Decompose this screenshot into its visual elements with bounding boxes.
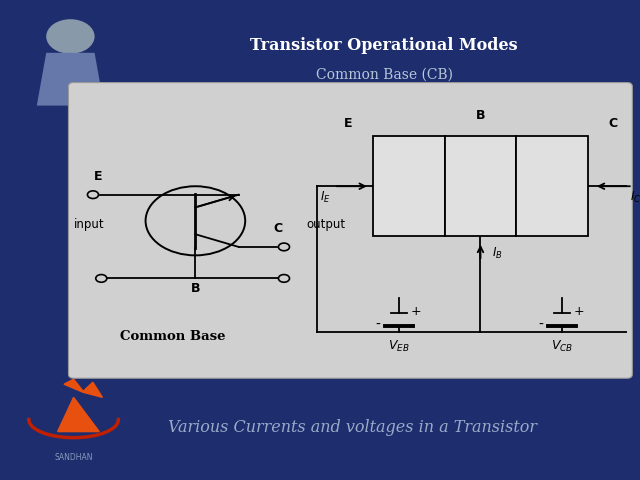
FancyBboxPatch shape: [68, 83, 632, 378]
Text: Transistor Operational Modes: Transistor Operational Modes: [250, 37, 518, 54]
Text: C: C: [274, 222, 283, 235]
Text: B: B: [476, 109, 485, 122]
Text: C: C: [609, 117, 618, 130]
Text: n: n: [548, 179, 557, 194]
Text: B: B: [191, 282, 200, 295]
Text: input: input: [74, 218, 104, 231]
Text: $I_C$: $I_C$: [630, 190, 640, 205]
Text: n: n: [404, 179, 413, 194]
Text: $I_E$: $I_E$: [320, 190, 331, 205]
Bar: [445, 136, 516, 236]
Polygon shape: [58, 397, 99, 432]
Text: -: -: [376, 318, 380, 332]
Text: p: p: [476, 179, 485, 194]
Polygon shape: [64, 379, 102, 397]
Text: $V_{CB}$: $V_{CB}$: [551, 339, 573, 354]
Text: E: E: [94, 170, 103, 183]
Text: output: output: [306, 218, 345, 231]
Text: -: -: [539, 318, 543, 332]
Text: Various Currents and voltages in a Transistor: Various Currents and voltages in a Trans…: [168, 419, 536, 436]
Text: E: E: [344, 117, 352, 130]
Bar: [516, 136, 588, 236]
Text: Common Base (CB): Common Base (CB): [316, 67, 452, 82]
Text: Common Base: Common Base: [120, 329, 226, 343]
Polygon shape: [37, 53, 104, 106]
Text: +: +: [410, 304, 420, 318]
Bar: [372, 136, 445, 236]
Text: $V_{EB}$: $V_{EB}$: [388, 339, 410, 354]
Text: +: +: [573, 304, 584, 318]
Circle shape: [46, 19, 95, 54]
Text: $I_B$: $I_B$: [492, 246, 502, 262]
Text: SANDHAN: SANDHAN: [54, 453, 93, 462]
